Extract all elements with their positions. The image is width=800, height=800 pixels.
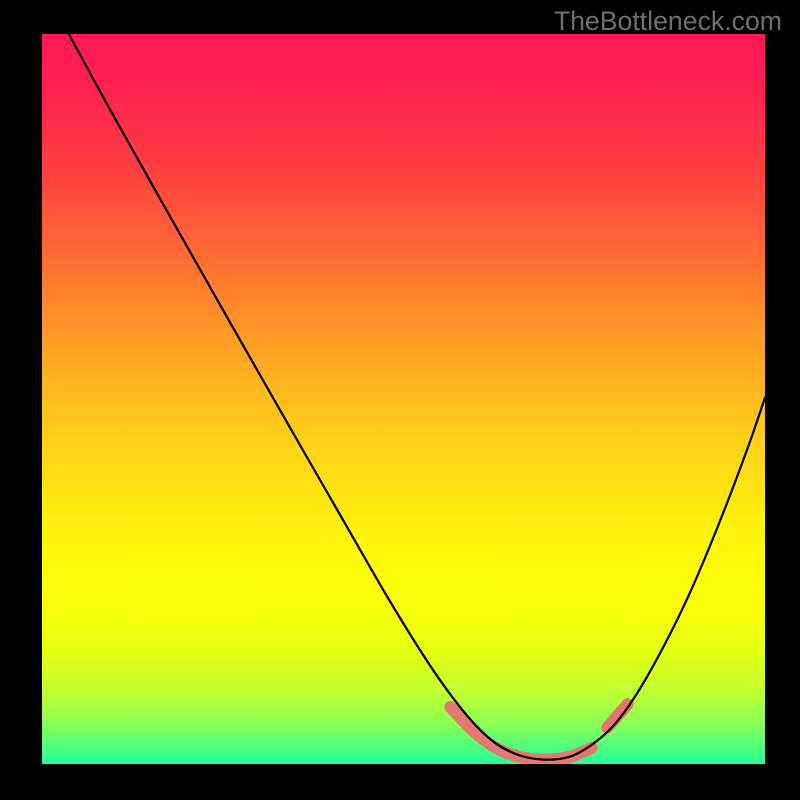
highlight-group — [450, 704, 627, 759]
plot-area — [42, 34, 765, 764]
watermark-text: TheBottleneck.com — [554, 6, 782, 37]
main-curve — [69, 34, 765, 760]
right-rising-highlight — [607, 704, 627, 727]
left-falling-highlight — [450, 707, 591, 760]
chart-stage: TheBottleneck.com — [0, 0, 800, 800]
curve-layer — [42, 34, 765, 764]
